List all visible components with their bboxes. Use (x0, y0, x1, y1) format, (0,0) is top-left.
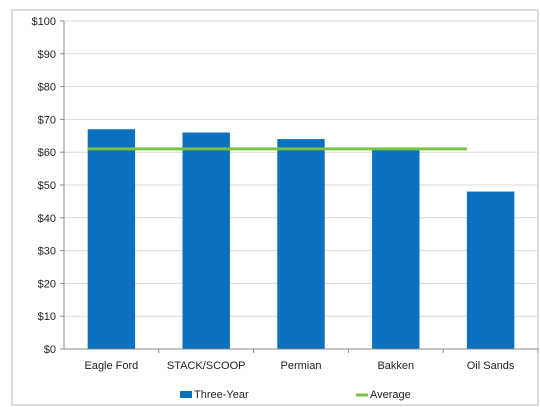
y-tick-label: $70 (38, 114, 56, 126)
x-axis-category-labels: Eagle Ford STACK/SCOOP Permian Bakken Oil Sa… (84, 349, 539, 372)
x-category-label: Bakken (377, 360, 414, 372)
x-category-label: Eagle Ford (84, 360, 138, 372)
y-tick-label: $50 (38, 180, 56, 192)
legend-label-average: Average (370, 389, 411, 401)
y-tick-label: $100 (32, 16, 56, 28)
bar-eagle-ford (87, 129, 136, 349)
bar-bakken (372, 148, 420, 349)
legend-label-three-year: Three-Year (194, 389, 249, 401)
gridlines (64, 20, 538, 317)
x-category-label: Oil Sands (467, 360, 515, 372)
legend-swatch-three-year (180, 391, 192, 398)
y-tick-label: $90 (38, 49, 56, 61)
bar-stack-scoop (182, 132, 230, 349)
y-tick-label: $0 (44, 344, 56, 356)
y-tick-label: $10 (38, 311, 56, 323)
legend: Three-Year Average (180, 389, 411, 401)
x-category-label: STACK/SCOOP (167, 360, 246, 372)
x-category-label: Permian (281, 360, 322, 372)
y-axis-tick-labels: $0 $10 $20 $30 $40 $50 $60 $70 $80 $90 $100 (32, 16, 64, 356)
chart-frame (11, 9, 539, 406)
bar-permian (277, 139, 325, 349)
y-tick-label: $30 (38, 246, 56, 258)
y-tick-label: $40 (38, 213, 56, 225)
bars (87, 129, 515, 349)
y-tick-label: $20 (38, 278, 56, 290)
y-tick-label: $80 (38, 82, 56, 94)
bar-oil-sands (466, 191, 515, 349)
y-tick-label: $60 (38, 147, 56, 159)
